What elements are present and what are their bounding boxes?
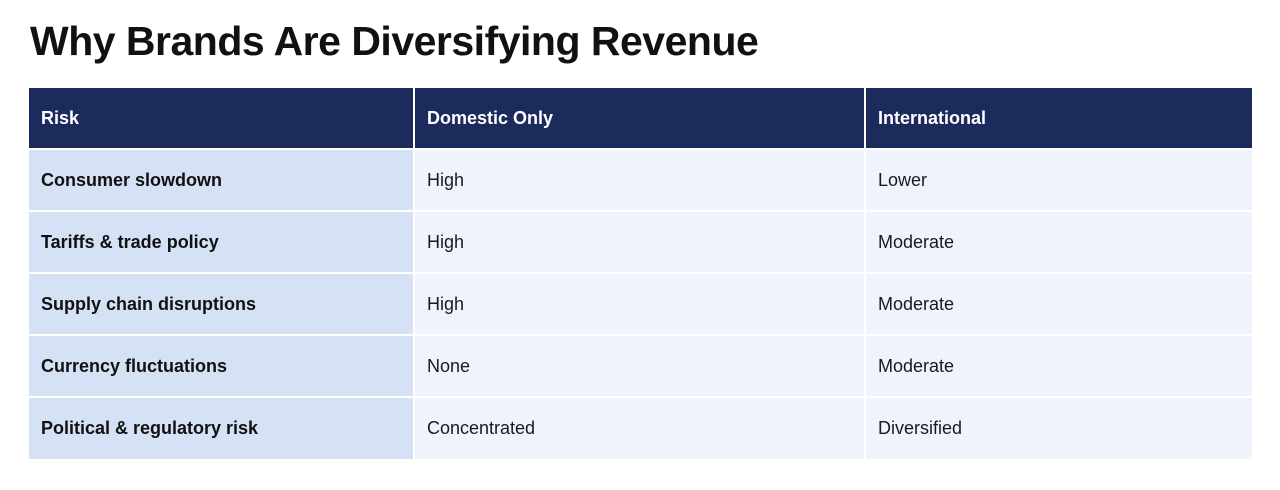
column-header-international: International (864, 88, 1252, 149)
domestic-cell: High (413, 272, 865, 335)
international-cell: Diversified (864, 396, 1252, 459)
table-row: Political & regulatory risk Concentrated… (29, 396, 1252, 459)
international-cell: Moderate (864, 210, 1252, 273)
table-row: Tariffs & trade policy High Moderate (29, 210, 1252, 273)
column-header-risk: Risk (29, 88, 414, 149)
table-row: Consumer slowdown High Lower (29, 148, 1252, 211)
domestic-cell: None (413, 334, 865, 397)
risk-cell: Consumer slowdown (29, 148, 414, 211)
domestic-cell: High (413, 148, 865, 211)
international-cell: Moderate (864, 272, 1252, 335)
risk-cell: Political & regulatory risk (29, 396, 414, 459)
international-cell: Lower (864, 148, 1252, 211)
table-header-row: Risk Domestic Only International (29, 88, 1252, 149)
page-title: Why Brands Are Diversifying Revenue (30, 18, 759, 64)
risk-cell: Tariffs & trade policy (29, 210, 414, 273)
domestic-cell: Concentrated (413, 396, 865, 459)
domestic-cell: High (413, 210, 865, 273)
table-row: Currency fluctuations None Moderate (29, 334, 1252, 397)
international-cell: Moderate (864, 334, 1252, 397)
column-header-domestic-only: Domestic Only (413, 88, 865, 149)
risk-comparison-table: Risk Domestic Only International Consume… (29, 88, 1252, 459)
risk-cell: Currency fluctuations (29, 334, 414, 397)
risk-cell: Supply chain disruptions (29, 272, 414, 335)
table-row: Supply chain disruptions High Moderate (29, 272, 1252, 335)
